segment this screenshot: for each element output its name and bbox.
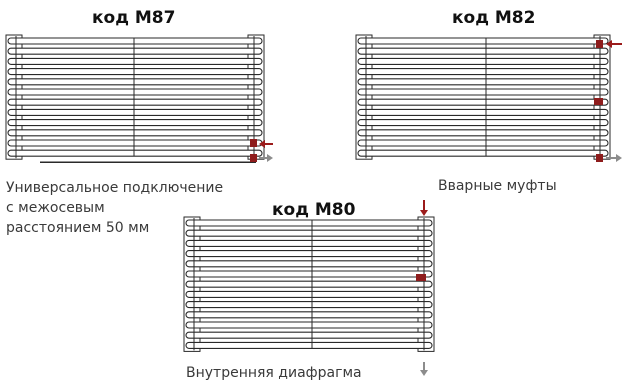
supply-connector bbox=[596, 40, 603, 48]
radiator-tube bbox=[357, 68, 609, 76]
radiator-tube bbox=[185, 270, 433, 278]
supply-connector bbox=[250, 139, 257, 147]
diagram-caption-m82: Вварные муфты bbox=[438, 176, 557, 196]
radiator-tube bbox=[185, 301, 433, 309]
return-arrow-head bbox=[420, 370, 428, 376]
radiator-diagram-m80 bbox=[183, 200, 435, 376]
radiator-diagram-m82 bbox=[355, 34, 622, 162]
supply-arrow-head bbox=[606, 40, 612, 48]
diagram-caption-m80: Внутренняя диафрагма bbox=[186, 363, 362, 383]
radiator-tube bbox=[185, 239, 433, 247]
radiator-tube bbox=[7, 149, 263, 157]
radiator-tube bbox=[357, 98, 609, 106]
radiator-tube bbox=[357, 88, 609, 96]
radiator-tube bbox=[7, 37, 263, 45]
radiator-tube bbox=[357, 149, 609, 157]
radiator-tube bbox=[357, 57, 609, 65]
radiator-tube bbox=[185, 229, 433, 237]
return-connector bbox=[596, 154, 603, 162]
radiator-diagram-m87 bbox=[5, 34, 273, 163]
radiator-tube bbox=[357, 129, 609, 137]
return-arrow-head bbox=[267, 154, 273, 162]
radiator-tube bbox=[7, 47, 263, 55]
radiator-tube bbox=[185, 290, 433, 298]
internal-diaphragm bbox=[416, 274, 426, 281]
radiator-tube bbox=[7, 119, 263, 127]
caption-line: Внутренняя диафрагма bbox=[186, 365, 362, 381]
radiator-tube bbox=[357, 78, 609, 86]
radiator-tube bbox=[7, 57, 263, 65]
radiator-tube bbox=[7, 88, 263, 96]
radiator-tube bbox=[357, 119, 609, 127]
diagram-title-m80: код М80 bbox=[272, 200, 356, 220]
caption-line: Универсальное подключение bbox=[6, 180, 224, 196]
radiator-tube bbox=[185, 321, 433, 329]
caption-line: Вварные муфты bbox=[438, 178, 557, 194]
radiator-tube bbox=[357, 139, 609, 147]
radiator-tube bbox=[185, 250, 433, 258]
radiator-tube bbox=[7, 129, 263, 137]
return-arrow-head bbox=[616, 154, 622, 162]
radiator-tube bbox=[185, 331, 433, 339]
diagram-title-m87: код М87 bbox=[92, 8, 176, 28]
radiator-tube bbox=[185, 341, 433, 349]
caption-line: расстоянием 50 мм bbox=[6, 220, 150, 236]
supply-arrow-head bbox=[259, 140, 265, 148]
caption-line: с межосевым bbox=[6, 200, 105, 216]
welded-socket bbox=[594, 98, 603, 105]
return-connector bbox=[250, 154, 257, 162]
radiator-tube bbox=[185, 260, 433, 268]
radiator-tube bbox=[7, 139, 263, 147]
supply-arrow-head bbox=[420, 210, 428, 216]
left-manifold bbox=[5, 34, 23, 160]
radiator-tube bbox=[185, 311, 433, 319]
diagram-title-m82: код М82 bbox=[452, 8, 536, 28]
radiator-tube bbox=[7, 78, 263, 86]
radiator-tube bbox=[7, 108, 263, 116]
radiator-tube bbox=[7, 68, 263, 76]
radiator-tube bbox=[185, 219, 433, 227]
radiator-tube bbox=[7, 98, 263, 106]
radiator-tube bbox=[185, 280, 433, 288]
radiator-tube bbox=[357, 108, 609, 116]
radiator-tube bbox=[357, 47, 609, 55]
left-manifold bbox=[355, 34, 373, 160]
diagram-caption-m87: Универсальное подключение с межосевым ра… bbox=[6, 178, 223, 238]
radiator-tube bbox=[357, 37, 609, 45]
